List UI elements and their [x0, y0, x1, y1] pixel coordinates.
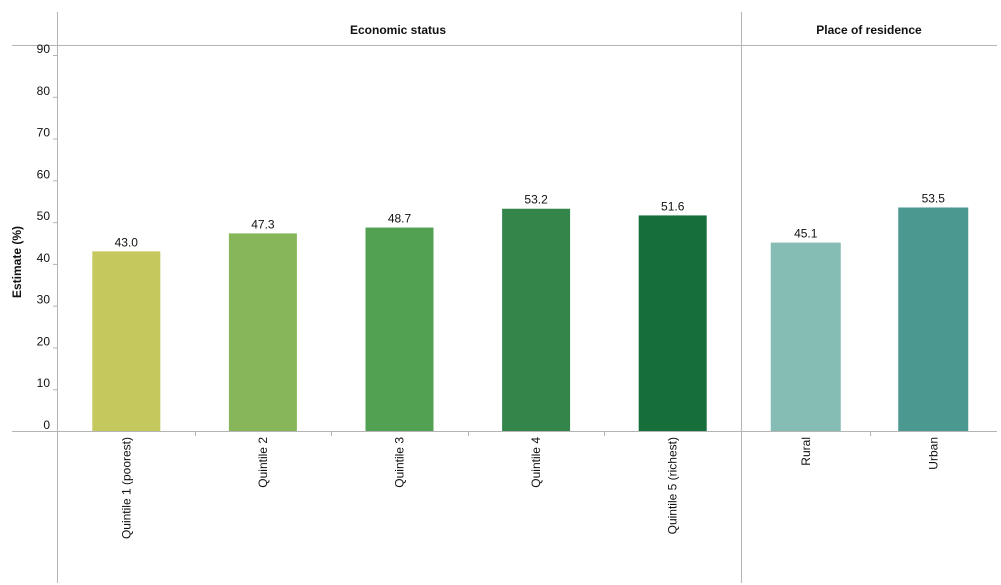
bar: [898, 207, 969, 431]
y-tick-label: 10: [37, 376, 51, 390]
y-tick-label: 30: [37, 293, 51, 307]
bar-value-label: 48.7: [388, 212, 412, 226]
x-axis: Quintile 1 (poorest) Quintile 2 Quintile 3…: [119, 431, 940, 539]
x-tick-label: Quintile 3: [393, 437, 407, 488]
y-tick-label: 60: [37, 167, 51, 181]
y-tick-label: 40: [37, 251, 51, 265]
x-tick-label: Urban: [926, 437, 940, 470]
y-axis: 0 10 20 30 40 50 60 70 80 90: [37, 42, 58, 432]
bar: [770, 242, 841, 431]
bar-value-label: 53.5: [922, 191, 946, 205]
bar: [365, 227, 434, 431]
y-tick-label: 20: [37, 334, 51, 348]
bar: [502, 208, 571, 431]
x-tick-label: Quintile 5 (richest): [666, 437, 680, 534]
bar-value-label: 53.2: [524, 193, 548, 207]
bar-value-label: 47.3: [251, 217, 275, 231]
y-tick-label: 0: [43, 418, 50, 432]
frame: [12, 12, 997, 583]
x-tick-label: Quintile 1 (poorest): [119, 437, 133, 539]
y-axis-title: Estimate (%): [10, 226, 24, 298]
bars: 43.0 47.3 48.7 53.2 51.6 45.1 53.5: [92, 191, 969, 431]
x-tick-label: Quintile 4: [529, 437, 543, 488]
bar-value-label: 43.0: [115, 235, 139, 249]
y-tick-label: 70: [37, 126, 51, 140]
bar: [92, 251, 161, 431]
bar: [638, 215, 707, 431]
panel-title-economic-status: Economic status: [350, 23, 446, 37]
x-tick-label: Rural: [799, 437, 813, 466]
bar: [228, 233, 297, 431]
y-tick-label: 80: [37, 84, 51, 98]
y-tick-label: 90: [37, 42, 51, 56]
x-tick-label: Quintile 2: [256, 437, 270, 488]
panel-title-place-of-residence: Place of residence: [816, 23, 922, 37]
y-tick-label: 50: [37, 209, 51, 223]
bar-value-label: 51.6: [661, 199, 685, 213]
bar-value-label: 45.1: [794, 227, 818, 241]
